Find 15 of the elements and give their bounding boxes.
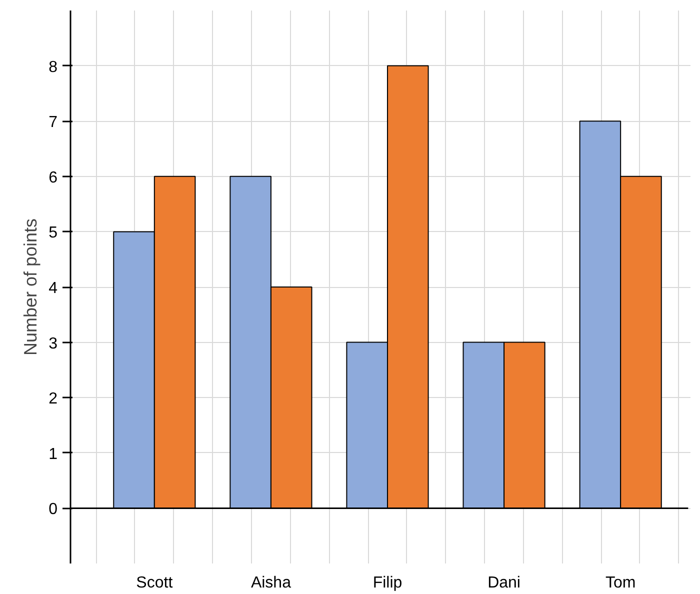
y-tick-label: 2 [48, 390, 58, 408]
y-tick-label: 3 [48, 335, 58, 352]
x-tick-label: Filip [372, 574, 402, 592]
y-tick-label: 7 [48, 114, 58, 132]
y-tick-label: 4 [48, 280, 58, 297]
y-tick-label: 6 [48, 169, 58, 186]
y-tick-label: 1 [48, 446, 58, 463]
x-tick-label: Scott [136, 574, 174, 592]
y-tick-label: 0 [48, 501, 58, 518]
x-tick-label: Dani [488, 574, 520, 592]
x-tick-label: Aisha [250, 574, 292, 592]
x-tick-label: Tom [605, 574, 636, 592]
y-tick-label: 5 [48, 224, 58, 242]
y-tick-label: 8 [48, 58, 58, 76]
y-axis-title: Number of points [20, 218, 41, 356]
